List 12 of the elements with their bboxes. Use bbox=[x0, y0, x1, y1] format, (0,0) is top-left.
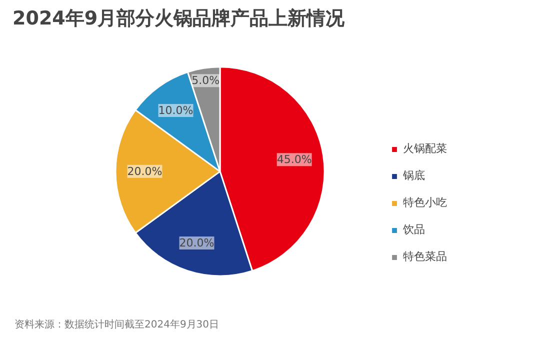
chart-title: 2024年9月部分火锅品牌产品上新情况 bbox=[12, 8, 346, 30]
text: 资料来源：数据统计时间截至2024年9月30日 bbox=[14, 318, 220, 330]
legend-label: 火锅配菜 bbox=[403, 141, 447, 156]
legend-label: 特色小吃 bbox=[403, 195, 447, 210]
data-label: 10.0% bbox=[158, 104, 194, 118]
data-label: 20.0% bbox=[179, 236, 214, 250]
data-label: 5.0% bbox=[192, 74, 220, 88]
data-label: 20.0% bbox=[127, 164, 162, 178]
legend-label: 饮品 bbox=[403, 222, 425, 237]
legend-label: 锅底 bbox=[403, 168, 425, 183]
data-label: 45.0% bbox=[276, 153, 312, 166]
legend-label: 特色菜品 bbox=[403, 249, 447, 264]
